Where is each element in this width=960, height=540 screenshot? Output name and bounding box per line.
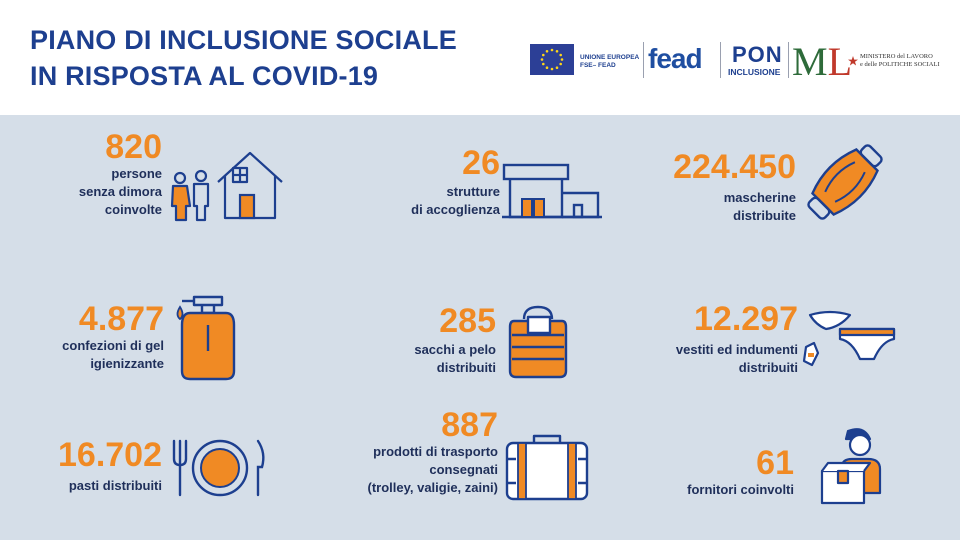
people-house-icon	[170, 151, 283, 222]
stat-label: sacchi a pelo distribuiti	[414, 342, 496, 375]
title-line-1: PIANO DI INCLUSIONE SOCIALE	[30, 25, 457, 55]
stat-label: strutture di accoglienza	[411, 184, 500, 217]
clothes-icon	[802, 310, 896, 367]
page-title: PIANO DI INCLUSIONE SOCIALE IN RISPOSTA …	[30, 22, 457, 94]
ministero-label: MINISTERO del LAVORO e delle POLITICHE S…	[860, 53, 940, 68]
pon-subtitle: INCLUSIONE	[728, 67, 781, 77]
pon-logo: PON	[732, 42, 783, 67]
face-mask-icon	[807, 144, 883, 220]
logo-divider	[788, 42, 789, 78]
header: PIANO DI INCLUSIONE SOCIALE IN RISPOSTA …	[0, 0, 960, 115]
stat-value: 61	[756, 444, 794, 482]
stats-panel: 820 persone senza dimora coinvolte 26 st…	[0, 115, 960, 540]
emblem-icon	[848, 56, 858, 66]
stat-value: 887	[441, 406, 498, 444]
logo-divider	[720, 42, 721, 78]
delivery-person-icon	[820, 428, 882, 505]
stat-label: confezioni di gel igienizzante	[62, 338, 164, 371]
title-line-2: IN RISPOSTA AL COVID-19	[30, 61, 379, 91]
ministero-ml-logo: ML	[792, 39, 853, 84]
stat-value: 224.450	[673, 148, 796, 186]
stat-value: 820	[105, 128, 162, 166]
stat-value: 16.702	[58, 436, 162, 474]
stat-label: persone senza dimora coinvolte	[78, 166, 162, 217]
stat-value: 26	[462, 144, 500, 182]
plate-cutlery-icon	[172, 439, 265, 497]
stat-label: mascherine distribuite	[723, 190, 796, 223]
eu-label: UNIONE EUROPEA FSE– FEAD	[580, 54, 640, 69]
building-icon	[502, 163, 602, 219]
logo-divider	[643, 42, 644, 78]
stat-value: 12.297	[694, 300, 798, 338]
stat-label: pasti distribuiti	[68, 478, 162, 493]
suitcase-icon	[505, 434, 589, 501]
soap-dispenser-icon	[176, 295, 236, 381]
stat-value: 285	[439, 302, 496, 340]
stat-label: fornitori coinvolti	[687, 482, 794, 497]
sleeping-bag-icon	[508, 305, 568, 379]
eu-flag-icon	[530, 44, 574, 75]
fead-logo: fead	[648, 43, 703, 74]
stat-label: prodotti di trasporto consegnati (trolle…	[367, 444, 498, 495]
stat-label: vestiti ed indumenti distribuiti	[675, 342, 798, 375]
partner-logos: UNIONE EUROPEA FSE– FEAD fead PON INCLUS…	[530, 39, 945, 84]
stat-value: 4.877	[78, 300, 164, 338]
